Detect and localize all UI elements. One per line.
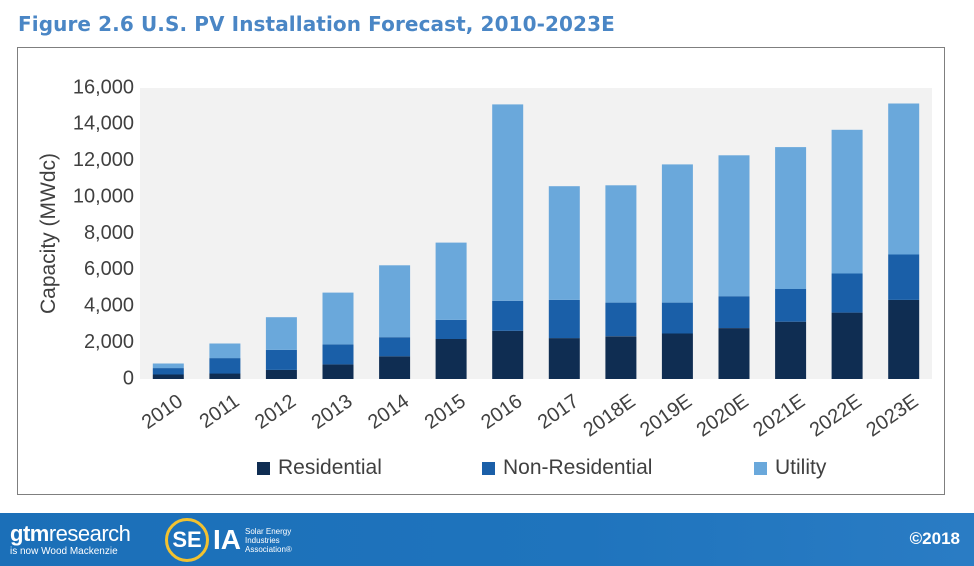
seia-letter: SE [172,527,202,552]
bar-non-residential-2011 [209,358,241,374]
bar-non-residential-2015 [435,319,467,339]
y-tick-label: 12,000 [73,149,134,171]
bar-utility-2014 [379,265,411,338]
legend-swatch-non-residential [482,461,495,475]
bar-utility-2017 [548,186,580,300]
bar-non-residential-2021e [775,289,807,322]
bar-non-residential-2012 [265,349,297,370]
bar-residential-2013 [322,364,354,379]
figure-title: Figure 2.6 U.S. PV Installation Forecast… [18,12,615,36]
gtm-research-logo: gtmresearch is now Wood Mackenzie [10,521,131,557]
bar-residential-2012 [265,369,297,379]
bar-utility-2022e [831,129,863,274]
bar-utility-2021e [775,147,807,289]
seia-logo: SE IA Solar Energy Industries Associatio… [165,516,315,564]
bar-non-residential-2010 [152,368,184,375]
x-tick-label: 2011 [196,390,244,433]
bar-residential-2019e [661,333,693,379]
bar-residential-2023e [888,299,920,379]
y-tick-label: 10,000 [73,185,134,207]
bar-residential-2018e [605,336,637,379]
bar-residential-2017 [548,338,580,379]
bar-residential-2015 [435,339,467,379]
bar-non-residential-2020e [718,296,750,328]
gtm-brand-rest: research [48,521,131,546]
bar-non-residential-2022e [831,273,863,313]
bar-utility-2012 [265,317,297,350]
y-tick-label: 16,000 [73,76,134,98]
x-tick-label: 2021E [749,390,809,441]
seia-sun-icon: SE [165,518,209,562]
bar-utility-2011 [209,343,241,359]
legend-label-residential: Residential [278,456,382,479]
gtm-brand-bold: gtm [10,521,49,546]
copyright-text: ©2018 [909,529,960,548]
legend-label-non-residential: Non-Residential [503,456,653,479]
bar-utility-2016 [492,104,524,301]
seia-wordmark: IA [213,524,241,555]
footer-banner: gtmresearch is now Wood Mackenzie SE IA … [0,513,974,566]
bar-residential-2016 [492,330,524,379]
bar-residential-2021e [775,321,807,379]
bar-utility-2010 [152,363,184,368]
x-tick-label: 2017 [534,390,583,434]
x-tick-label: 2012 [251,390,300,434]
bar-utility-2013 [322,292,354,345]
bar-non-residential-2016 [492,300,524,331]
legend-item-utility: Utility [754,456,826,480]
bar-residential-2020e [718,328,750,379]
y-tick-label: 4,000 [84,295,134,317]
y-tick-label: 0 [123,367,134,389]
legend-label-utility: Utility [775,456,827,479]
bar-residential-2022e [831,312,863,379]
y-tick-label: 2,000 [84,331,134,353]
x-tick-label: 2020E [693,390,753,441]
bar-utility-2018e [605,185,637,303]
seia-tagline: Solar Energy Industries Association® [245,526,292,554]
bar-non-residential-2017 [548,299,580,339]
x-tick-label: 2016 [477,390,526,434]
chart-legend: Residential Non-Residential Utility [0,456,974,484]
bar-utility-2019e [661,164,693,303]
y-axis-label: Capacity (MWdc) [37,153,60,314]
bar-residential-2014 [379,356,411,379]
x-tick-label: 2022E [806,390,866,441]
bar-non-residential-2013 [322,344,354,365]
y-tick-label: 8,000 [84,222,134,244]
bar-non-residential-2018e [605,302,637,337]
bar-residential-2011 [209,373,241,379]
x-tick-label: 2018E [580,390,640,441]
legend-swatch-utility [754,461,767,475]
stacked-bar-chart: 0 2,000 4,000 6,000 8,000 10,000 12,000 14,000 1… [37,76,932,441]
plot-area [140,88,932,379]
bar-non-residential-2014 [379,337,411,357]
x-tick-label: 2015 [421,390,470,434]
legend-item-residential: Residential [257,456,382,480]
gtm-subtitle: is now Wood Mackenzie [10,546,118,557]
bar-utility-2023e [888,103,920,255]
bar-non-residential-2019e [661,302,693,334]
x-tick-label: 2023E [862,390,922,441]
x-tick-label: 2013 [308,390,357,434]
legend-item-non-residential: Non-Residential [482,456,652,480]
legend-swatch-residential [257,461,270,475]
x-tick-label: 2014 [364,390,413,434]
bar-residential-2010 [152,374,184,379]
bar-utility-2020e [718,155,750,297]
y-tick-label: 6,000 [84,258,134,280]
bar-non-residential-2023e [888,254,920,300]
x-tick-label: 2010 [138,390,187,434]
bar-utility-2015 [435,242,467,320]
y-tick-label: 14,000 [73,113,134,135]
x-tick-label: 2019E [636,390,696,441]
